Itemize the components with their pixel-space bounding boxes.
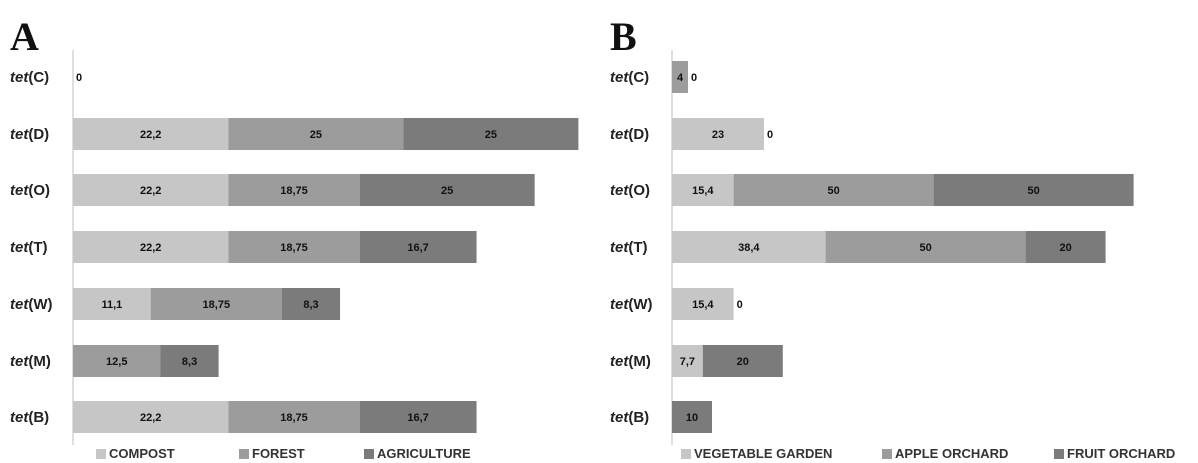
data-label-a-tet-t-compost: 22,2 xyxy=(140,242,161,254)
legend-swatch-apple-orchard xyxy=(882,449,892,459)
category-label-tet-c: tet(C) xyxy=(10,69,49,86)
bar-a-tet-b-compost xyxy=(73,401,229,433)
legend-label-fruit-orchard: FRUIT ORCHARD xyxy=(1067,446,1175,461)
category-label-tet-b: tet(B) xyxy=(10,409,49,426)
data-label-a-tet-o-forest: 18,75 xyxy=(280,185,308,197)
category-label-tet-m: tet(M) xyxy=(10,353,51,370)
bar-a-tet-m-forest xyxy=(73,345,161,377)
data-label-a-tet-w-forest: 18,75 xyxy=(203,299,231,311)
bar-a-tet-o-compost xyxy=(73,174,229,206)
legend-swatch-fruit-orchard xyxy=(1054,449,1064,459)
bar-b-tet-t-fruit-orchard xyxy=(1025,231,1106,263)
bar-a-tet-o-agriculture xyxy=(359,174,535,206)
data-label-b-tet-t-fruit-orchard: 20 xyxy=(1059,242,1071,254)
data-label-b-tet-o-apple-orchard: 50 xyxy=(827,185,839,197)
bar-b-tet-w-vegetable-garden xyxy=(672,288,734,320)
data-label-b-tet-b-fruit-orchard: 10 xyxy=(686,412,698,424)
bar-b-tet-m-fruit-orchard xyxy=(702,345,783,377)
bar-a-tet-t-forest xyxy=(228,231,360,263)
legend-label-apple-orchard: APPLE ORCHARD xyxy=(895,446,1008,461)
legend-swatch-agriculture xyxy=(364,449,374,459)
category-label-tet-o: tet(O) xyxy=(610,182,650,199)
category-label-tet-w: tet(W) xyxy=(610,296,653,313)
data-label-a-tet-m-forest: 12,5 xyxy=(106,356,127,368)
bar-a-tet-w-agriculture xyxy=(281,288,341,320)
bar-a-tet-b-forest xyxy=(228,401,360,433)
bar-a-tet-m-agriculture xyxy=(160,345,219,377)
bar-a-tet-d-agriculture xyxy=(403,118,579,150)
category-label-tet-m: tet(M) xyxy=(610,353,651,370)
bar-b-tet-b-fruit-orchard xyxy=(672,401,712,433)
bar-a-tet-t-compost xyxy=(73,231,229,263)
bar-a-tet-o-forest xyxy=(228,174,360,206)
category-label-tet-d: tet(D) xyxy=(610,126,649,143)
legend-label-forest: FOREST xyxy=(252,446,305,461)
category-label-tet-w: tet(W) xyxy=(10,296,53,313)
data-label-a-tet-b-agriculture: 16,7 xyxy=(407,412,428,424)
bar-b-tet-m-vegetable-garden xyxy=(672,345,703,377)
data-label-a-tet-t-forest: 18,75 xyxy=(280,242,308,254)
data-label-a-tet-b-forest: 18,75 xyxy=(280,412,308,424)
bar-a-tet-d-compost xyxy=(73,118,229,150)
legend-label-compost: COMPOST xyxy=(109,446,175,461)
data-label-b-tet-d-apple-orchard: 0 xyxy=(767,129,773,141)
data-label-b-tet-c-apple-orchard: 4 xyxy=(677,72,684,84)
legend-label-agriculture: AGRICULTURE xyxy=(377,446,471,461)
data-label-a-tet-w-compost: 11,1 xyxy=(101,299,122,311)
data-label-a-tet-b-compost: 22,2 xyxy=(140,412,161,424)
data-label-b-tet-m-fruit-orchard: 20 xyxy=(737,356,749,368)
data-label-b-tet-m-vegetable-garden: 7,7 xyxy=(680,356,695,368)
data-label-a-tet-o-compost: 22,2 xyxy=(140,185,161,197)
bar-b-tet-o-apple-orchard xyxy=(733,174,934,206)
bar-b-tet-t-apple-orchard xyxy=(825,231,1026,263)
data-label-a-tet-c-compost: 0 xyxy=(76,72,82,84)
bar-b-tet-o-fruit-orchard xyxy=(933,174,1134,206)
category-label-tet-b: tet(B) xyxy=(610,409,649,426)
panel-a-plot: tet(C) 0 tet(D) 22,2 25 25 tet(O) 22,2 18,75 25 te… xyxy=(10,50,579,461)
data-label-a-tet-d-agriculture: 25 xyxy=(485,129,497,141)
bar-b-tet-c-apple-orchard xyxy=(672,61,688,93)
category-label-tet-d: tet(D) xyxy=(10,126,49,143)
legend-swatch-forest xyxy=(239,449,249,459)
category-label-tet-c: tet(C) xyxy=(610,69,649,86)
bar-a-tet-w-compost xyxy=(73,288,151,320)
category-label-tet-o: tet(O) xyxy=(10,182,50,199)
data-label-a-tet-m-agriculture: 8,3 xyxy=(182,356,197,368)
data-label-b-tet-t-apple-orchard: 50 xyxy=(919,242,931,254)
legend-swatch-vegetable-garden xyxy=(681,449,691,459)
data-label-a-tet-t-agriculture: 16,7 xyxy=(407,242,428,254)
category-label-tet-t: tet(T) xyxy=(610,239,648,256)
data-label-b-tet-o-fruit-orchard: 50 xyxy=(1027,185,1039,197)
data-label-b-tet-w-vegetable-garden: 15,4 xyxy=(692,299,714,311)
data-label-b-tet-w-apple-orchard: 0 xyxy=(737,299,743,311)
panel-letter-b: B xyxy=(610,14,637,59)
panel-letter-a: A xyxy=(10,14,39,59)
data-label-a-tet-o-agriculture: 25 xyxy=(441,185,453,197)
bar-b-tet-o-vegetable-garden xyxy=(672,174,734,206)
bar-b-tet-d-vegetable-garden xyxy=(672,118,764,150)
data-label-a-tet-w-agriculture: 8,3 xyxy=(303,299,318,311)
bar-b-tet-t-vegetable-garden xyxy=(672,231,826,263)
data-label-b-tet-c-fruit-orchard: 0 xyxy=(691,72,697,84)
data-label-a-tet-d-compost: 22,2 xyxy=(140,129,161,141)
data-label-b-tet-d-vegetable-garden: 23 xyxy=(712,129,724,141)
legend-swatch-compost xyxy=(96,449,106,459)
data-label-b-tet-o-vegetable-garden: 15,4 xyxy=(692,185,714,197)
category-label-tet-t: tet(T) xyxy=(10,239,48,256)
bar-a-tet-w-forest xyxy=(150,288,282,320)
bar-a-tet-d-forest xyxy=(228,118,404,150)
bar-a-tet-t-agriculture xyxy=(359,231,477,263)
legend-label-vegetable-garden: VEGETABLE GARDEN xyxy=(694,446,832,461)
data-label-b-tet-t-vegetable-garden: 38,4 xyxy=(738,242,760,254)
data-label-a-tet-d-forest: 25 xyxy=(310,129,322,141)
bar-a-tet-b-agriculture xyxy=(359,401,477,433)
